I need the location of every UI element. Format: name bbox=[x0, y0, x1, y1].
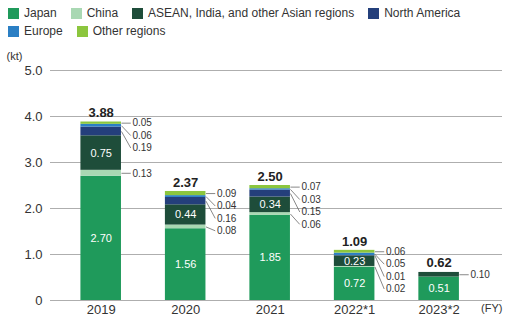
svg-text:0: 0 bbox=[35, 293, 42, 308]
html-text:Europe: Europe bbox=[24, 24, 63, 38]
svg-text:0.23: 0.23 bbox=[344, 255, 365, 267]
svg-text:0.19: 0.19 bbox=[132, 142, 152, 153]
html-text:China: China bbox=[86, 6, 119, 20]
svg-text:4.0: 4.0 bbox=[24, 109, 42, 124]
svg-text:0.13: 0.13 bbox=[132, 168, 152, 179]
svg-text:2021: 2021 bbox=[256, 302, 285, 317]
svg-text:0.51: 0.51 bbox=[428, 282, 449, 294]
svg-text:1.0: 1.0 bbox=[24, 247, 42, 262]
svg-text:2020: 2020 bbox=[171, 302, 200, 317]
svg-text:0.07: 0.07 bbox=[301, 181, 321, 192]
svg-text:0.02: 0.02 bbox=[386, 283, 406, 294]
svg-text:3.0: 3.0 bbox=[24, 155, 42, 170]
svg-text:0.34: 0.34 bbox=[259, 198, 280, 210]
svg-text:(FY): (FY) bbox=[481, 302, 502, 314]
svg-text:2022*1: 2022*1 bbox=[334, 302, 375, 317]
html-text:ASEAN, India, and other Asian: ASEAN, India, and other Asian regions bbox=[148, 6, 355, 20]
svg-text:0.03: 0.03 bbox=[301, 194, 321, 205]
svg-text:0.08: 0.08 bbox=[217, 225, 237, 236]
svg-text:0.05: 0.05 bbox=[386, 258, 406, 269]
svg-text:2023*2: 2023*2 bbox=[419, 302, 460, 317]
svg-text:0.75: 0.75 bbox=[90, 147, 111, 159]
svg-text:0.05: 0.05 bbox=[132, 117, 152, 128]
svg-text:2.0: 2.0 bbox=[24, 201, 42, 216]
html-text:North America: North America bbox=[384, 6, 461, 20]
svg-text:5.0: 5.0 bbox=[24, 63, 42, 78]
svg-text:0.44: 0.44 bbox=[175, 208, 196, 220]
svg-text:0.16: 0.16 bbox=[217, 213, 237, 224]
svg-text:1.56: 1.56 bbox=[175, 258, 196, 270]
svg-text:2.50: 2.50 bbox=[258, 169, 283, 184]
html-text:Japan: Japan bbox=[24, 6, 57, 20]
svg-text:0.06: 0.06 bbox=[301, 219, 321, 230]
svg-text:2.70: 2.70 bbox=[90, 232, 111, 244]
svg-text:0.01: 0.01 bbox=[386, 271, 406, 282]
svg-text:0.62: 0.62 bbox=[426, 255, 451, 270]
svg-text:0.09: 0.09 bbox=[217, 188, 237, 199]
svg-text:0.04: 0.04 bbox=[217, 200, 237, 211]
svg-text:2.37: 2.37 bbox=[173, 175, 198, 190]
svg-text:3.88: 3.88 bbox=[89, 105, 114, 120]
svg-text:1.09: 1.09 bbox=[342, 234, 367, 249]
svg-text:0.10: 0.10 bbox=[470, 269, 490, 280]
svg-text:0.72: 0.72 bbox=[344, 277, 365, 289]
svg-text:0.06: 0.06 bbox=[132, 130, 152, 141]
svg-text:(kt): (kt) bbox=[7, 50, 23, 62]
svg-text:1.85: 1.85 bbox=[259, 251, 280, 263]
svg-text:0.15: 0.15 bbox=[301, 206, 321, 217]
svg-text:2019: 2019 bbox=[87, 302, 116, 317]
html-text:Other regions: Other regions bbox=[92, 24, 166, 38]
svg-text:0.06: 0.06 bbox=[386, 246, 406, 257]
